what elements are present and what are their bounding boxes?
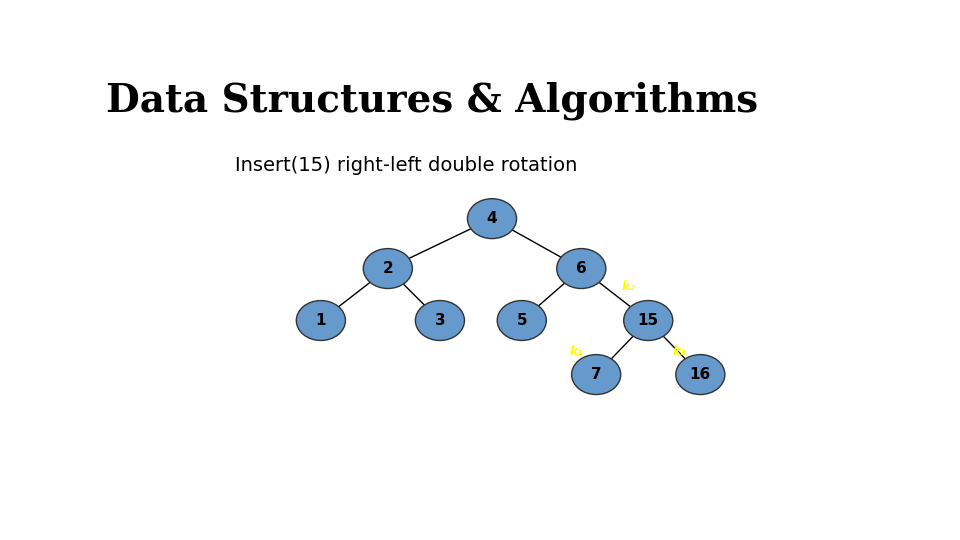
Text: 3: 3 xyxy=(435,313,445,328)
Text: k₂: k₂ xyxy=(621,280,636,293)
Text: 4: 4 xyxy=(487,211,497,226)
Text: 15: 15 xyxy=(637,313,659,328)
Text: 7: 7 xyxy=(590,367,602,382)
Ellipse shape xyxy=(297,301,346,341)
Ellipse shape xyxy=(571,355,621,395)
Ellipse shape xyxy=(624,301,673,341)
Ellipse shape xyxy=(416,301,465,341)
Text: Insert(15) right-left double rotation: Insert(15) right-left double rotation xyxy=(235,156,578,176)
Text: 2: 2 xyxy=(382,261,394,276)
Ellipse shape xyxy=(468,199,516,239)
Text: 1: 1 xyxy=(316,313,326,328)
Text: k₁: k₁ xyxy=(569,345,583,358)
Text: k₃: k₃ xyxy=(673,345,686,358)
Text: 16: 16 xyxy=(689,367,711,382)
Ellipse shape xyxy=(557,248,606,288)
Ellipse shape xyxy=(497,301,546,341)
Ellipse shape xyxy=(676,355,725,395)
Text: 6: 6 xyxy=(576,261,587,276)
Text: 5: 5 xyxy=(516,313,527,328)
Text: Data Structures & Algorithms: Data Structures & Algorithms xyxy=(107,82,758,120)
Ellipse shape xyxy=(363,248,413,288)
